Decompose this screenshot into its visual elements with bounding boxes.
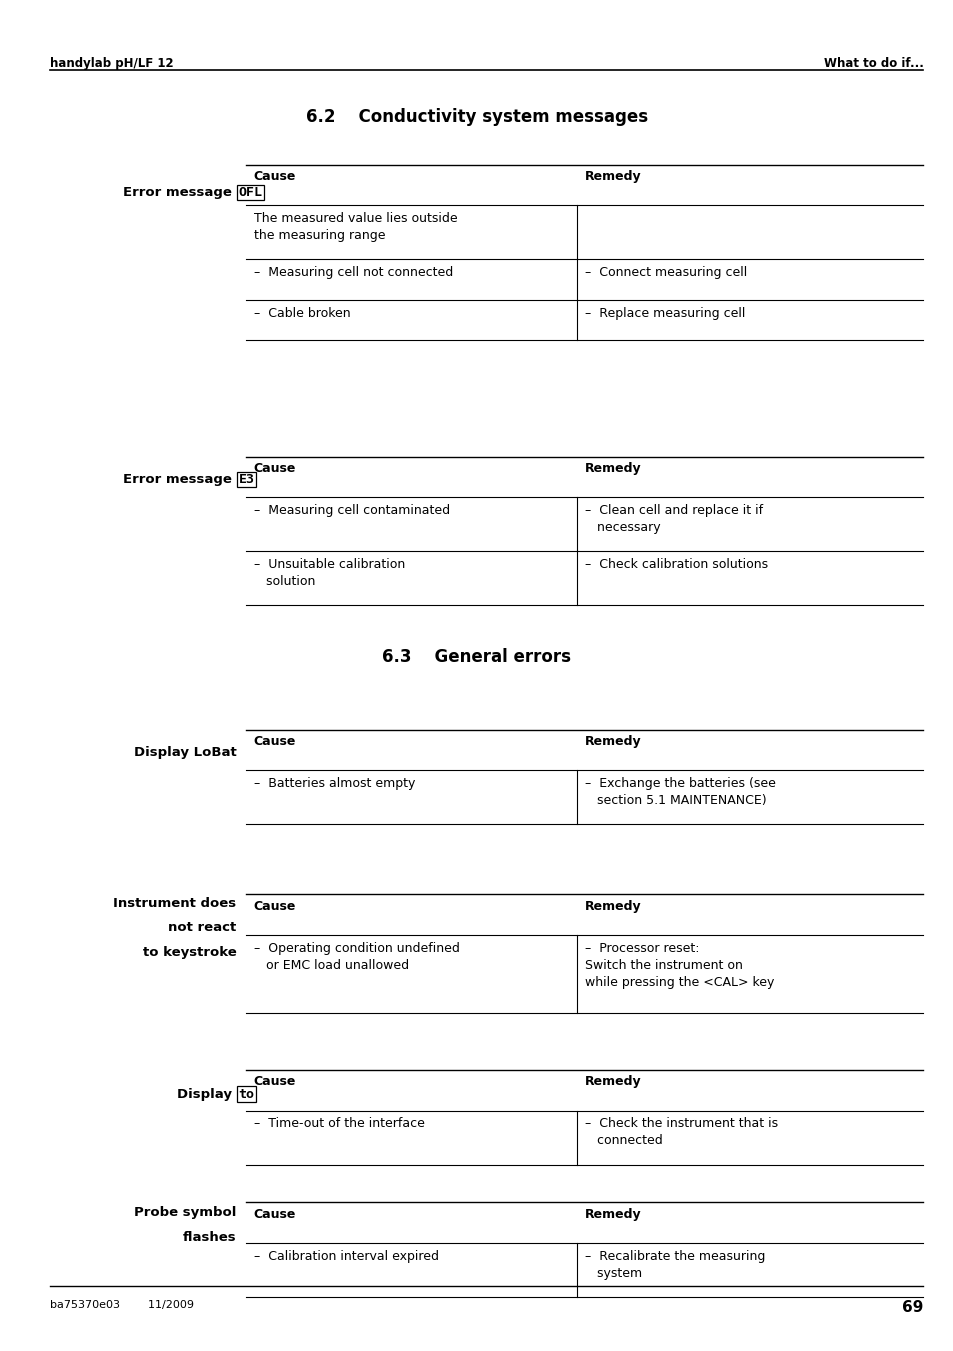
Text: Display: Display bbox=[176, 1088, 236, 1101]
Text: not react: not react bbox=[168, 921, 236, 935]
Text: –  Recalibrate the measuring
   system: – Recalibrate the measuring system bbox=[584, 1250, 764, 1279]
Text: –  Exchange the batteries (see
   section 5.1 MAINTENANCE): – Exchange the batteries (see section 5.… bbox=[584, 777, 775, 807]
Text: Error message: Error message bbox=[123, 473, 236, 486]
Text: –  Time-out of the interface: – Time-out of the interface bbox=[253, 1117, 424, 1131]
Text: Remedy: Remedy bbox=[584, 462, 640, 476]
Text: Remedy: Remedy bbox=[584, 1075, 640, 1089]
Text: –  Check the instrument that is
   connected: – Check the instrument that is connected bbox=[584, 1117, 777, 1147]
Text: to keystroke: to keystroke bbox=[143, 946, 236, 959]
Text: –  Cable broken: – Cable broken bbox=[253, 307, 350, 320]
Text: Remedy: Remedy bbox=[584, 735, 640, 748]
Text: OFL: OFL bbox=[238, 186, 262, 200]
Text: Remedy: Remedy bbox=[584, 900, 640, 913]
Text: –  Clean cell and replace it if
   necessary: – Clean cell and replace it if necessary bbox=[584, 504, 762, 534]
Text: flashes: flashes bbox=[183, 1231, 236, 1244]
Text: What to do if...: What to do if... bbox=[822, 57, 923, 70]
Text: –  Replace measuring cell: – Replace measuring cell bbox=[584, 307, 744, 320]
Text: Cause: Cause bbox=[253, 900, 295, 913]
Text: Cause: Cause bbox=[253, 462, 295, 476]
Text: The measured value lies outside
the measuring range: The measured value lies outside the meas… bbox=[253, 212, 456, 242]
Text: –  Processor reset:
Switch the instrument on
while pressing the <CAL> key: – Processor reset: Switch the instrument… bbox=[584, 942, 774, 989]
Text: Probe symbol: Probe symbol bbox=[134, 1206, 236, 1220]
Text: –  Calibration interval expired: – Calibration interval expired bbox=[253, 1250, 438, 1263]
Text: –  Measuring cell contaminated: – Measuring cell contaminated bbox=[253, 504, 450, 517]
Text: to: to bbox=[238, 1088, 254, 1101]
Text: Cause: Cause bbox=[253, 170, 295, 184]
Text: –  Unsuitable calibration
   solution: – Unsuitable calibration solution bbox=[253, 558, 405, 588]
Text: –  Batteries almost empty: – Batteries almost empty bbox=[253, 777, 415, 790]
Text: 6.3    General errors: 6.3 General errors bbox=[382, 648, 571, 666]
Text: Cause: Cause bbox=[253, 735, 295, 748]
Text: 69: 69 bbox=[902, 1300, 923, 1315]
Text: Display LoBat: Display LoBat bbox=[133, 746, 236, 759]
Text: Cause: Cause bbox=[253, 1075, 295, 1089]
Text: –  Check calibration solutions: – Check calibration solutions bbox=[584, 558, 767, 571]
Text: Instrument does: Instrument does bbox=[113, 897, 236, 911]
Text: –  Connect measuring cell: – Connect measuring cell bbox=[584, 266, 746, 280]
Text: –  Measuring cell not connected: – Measuring cell not connected bbox=[253, 266, 453, 280]
Text: handylab pH/LF 12: handylab pH/LF 12 bbox=[50, 57, 173, 70]
Text: Remedy: Remedy bbox=[584, 170, 640, 184]
Text: Error message: Error message bbox=[123, 186, 236, 200]
Text: –  Operating condition undefined
   or EMC load unallowed: – Operating condition undefined or EMC l… bbox=[253, 942, 459, 971]
Text: ba75370e03        11/2009: ba75370e03 11/2009 bbox=[50, 1300, 193, 1309]
Text: Cause: Cause bbox=[253, 1208, 295, 1221]
Text: Remedy: Remedy bbox=[584, 1208, 640, 1221]
Text: 6.2    Conductivity system messages: 6.2 Conductivity system messages bbox=[306, 108, 647, 126]
Text: E3: E3 bbox=[238, 473, 254, 486]
